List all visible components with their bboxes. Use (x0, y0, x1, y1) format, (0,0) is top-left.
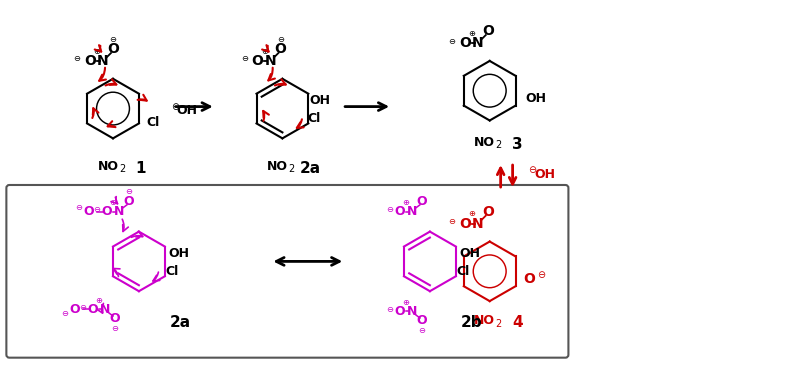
Text: O: O (394, 205, 406, 218)
Text: NO: NO (474, 315, 495, 327)
Text: 2: 2 (495, 319, 502, 329)
Text: N: N (98, 54, 109, 68)
Text: Cl: Cl (165, 265, 178, 278)
Text: O: O (482, 205, 494, 219)
Text: ⊕: ⊕ (402, 198, 410, 207)
Text: ⊖: ⊖ (74, 54, 81, 63)
Text: O: O (251, 54, 263, 68)
Text: ⊖: ⊖ (241, 54, 248, 63)
Text: O: O (84, 54, 96, 68)
Text: N: N (114, 205, 124, 218)
Text: ⊕: ⊕ (402, 298, 410, 306)
Text: 3: 3 (512, 137, 523, 152)
Text: OH: OH (310, 94, 330, 107)
Text: N: N (472, 36, 483, 50)
Text: ⊖: ⊖ (126, 188, 133, 196)
Text: O: O (417, 315, 427, 327)
Text: ⊖: ⊖ (62, 309, 69, 317)
Text: OH: OH (534, 168, 555, 181)
Text: N: N (265, 54, 276, 68)
Text: ⊖: ⊖ (448, 217, 455, 226)
Text: NO: NO (98, 160, 118, 172)
Text: N: N (472, 217, 483, 231)
Text: 2: 2 (495, 140, 502, 150)
Text: Cl: Cl (308, 112, 321, 125)
Text: ⊖: ⊖ (386, 205, 394, 214)
Text: O: O (274, 42, 286, 56)
Text: O: O (110, 312, 120, 326)
Text: ⊖: ⊖ (529, 165, 537, 175)
Text: O: O (70, 302, 81, 316)
Text: ⊕: ⊕ (468, 29, 475, 38)
Text: 4: 4 (512, 316, 523, 330)
Text: Cl: Cl (146, 116, 159, 129)
Text: ⊖: ⊖ (94, 205, 101, 214)
Text: ⊖: ⊖ (111, 324, 118, 333)
Text: ⊕: ⊕ (261, 47, 268, 55)
Text: 2a: 2a (170, 316, 191, 330)
Text: O: O (107, 42, 119, 56)
Text: OH: OH (168, 247, 190, 260)
Text: ⊕: ⊕ (94, 47, 101, 55)
Text: N: N (406, 205, 417, 218)
Text: O: O (459, 217, 470, 231)
Text: ⊖: ⊖ (76, 203, 82, 212)
Text: N: N (100, 302, 110, 316)
Text: ⊖: ⊖ (277, 34, 284, 44)
Text: 2a: 2a (300, 161, 321, 176)
Text: OH: OH (459, 247, 480, 260)
Text: 1: 1 (136, 161, 146, 176)
Text: O: O (417, 195, 427, 208)
Text: O: O (84, 205, 94, 218)
Text: O: O (459, 36, 470, 50)
Text: ⊖: ⊖ (386, 305, 394, 313)
Text: ⊕: ⊕ (468, 209, 475, 218)
Text: ⊖: ⊖ (448, 37, 455, 46)
Text: ⊖: ⊖ (110, 34, 117, 44)
Text: O: O (88, 302, 98, 316)
Text: 2b: 2b (461, 316, 482, 330)
Text: N: N (406, 305, 417, 317)
Text: 2: 2 (119, 164, 125, 174)
Text: 2: 2 (288, 164, 294, 174)
Text: O: O (524, 272, 535, 286)
Text: Cl: Cl (456, 265, 470, 278)
Text: ⊖: ⊖ (418, 326, 426, 335)
Text: O: O (394, 305, 406, 317)
Text: O: O (102, 205, 112, 218)
Text: ⊖: ⊖ (170, 102, 179, 112)
Text: O: O (124, 195, 134, 208)
Text: OH: OH (525, 92, 546, 105)
Text: ⊖: ⊖ (80, 302, 86, 312)
Text: NO: NO (267, 160, 288, 172)
Text: O: O (482, 24, 494, 38)
Text: OH: OH (176, 104, 198, 117)
Text: ⊖: ⊖ (538, 270, 546, 280)
Text: ⊕: ⊕ (110, 198, 117, 207)
Text: ⊕: ⊕ (95, 295, 102, 305)
Text: NO: NO (474, 136, 495, 149)
